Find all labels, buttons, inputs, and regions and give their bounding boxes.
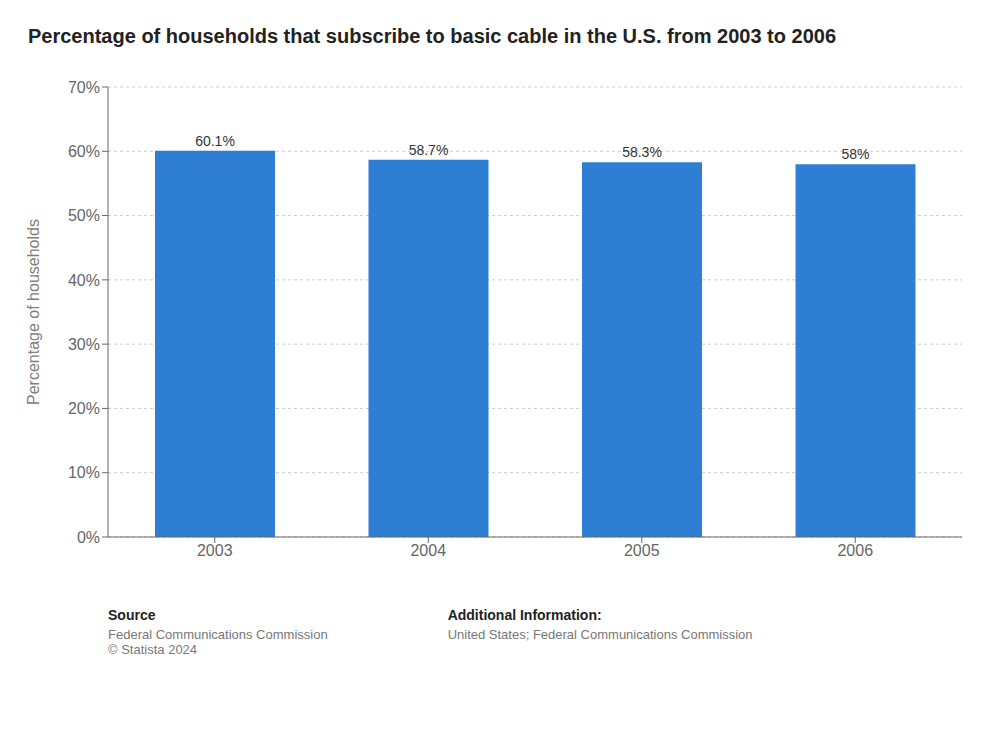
- svg-text:2003: 2003: [197, 542, 233, 559]
- svg-text:Percentage of households: Percentage of households: [25, 219, 42, 405]
- svg-text:58.7%: 58.7%: [409, 142, 449, 158]
- svg-text:20%: 20%: [68, 400, 100, 417]
- svg-text:2004: 2004: [410, 542, 446, 559]
- svg-text:40%: 40%: [68, 272, 100, 289]
- html-text:Additional Information:: Additional Information:: [447, 607, 602, 623]
- svg-text:30%: 30%: [68, 336, 100, 353]
- svg-text:50%: 50%: [68, 207, 100, 224]
- svg-text:58%: 58%: [841, 146, 869, 162]
- svg-text:2006: 2006: [837, 542, 873, 559]
- svg-text:0%: 0%: [77, 529, 100, 546]
- svg-text:2005: 2005: [624, 542, 660, 559]
- svg-text:60.1%: 60.1%: [195, 133, 235, 149]
- html-text:Federal Communications Commiss: Federal Communications Commission © Stat…: [108, 627, 328, 657]
- html-text:Source: Source: [108, 607, 156, 623]
- svg-text:70%: 70%: [68, 79, 100, 96]
- svg-text:58.3%: 58.3%: [622, 144, 662, 160]
- svg-text:60%: 60%: [68, 143, 100, 160]
- html-text:United States; Federal Communi: United States; Federal Communications Co…: [447, 627, 753, 642]
- svg-text:10%: 10%: [68, 464, 100, 481]
- html-text:Percentage of households that: Percentage of households that subscribe …: [28, 25, 836, 47]
